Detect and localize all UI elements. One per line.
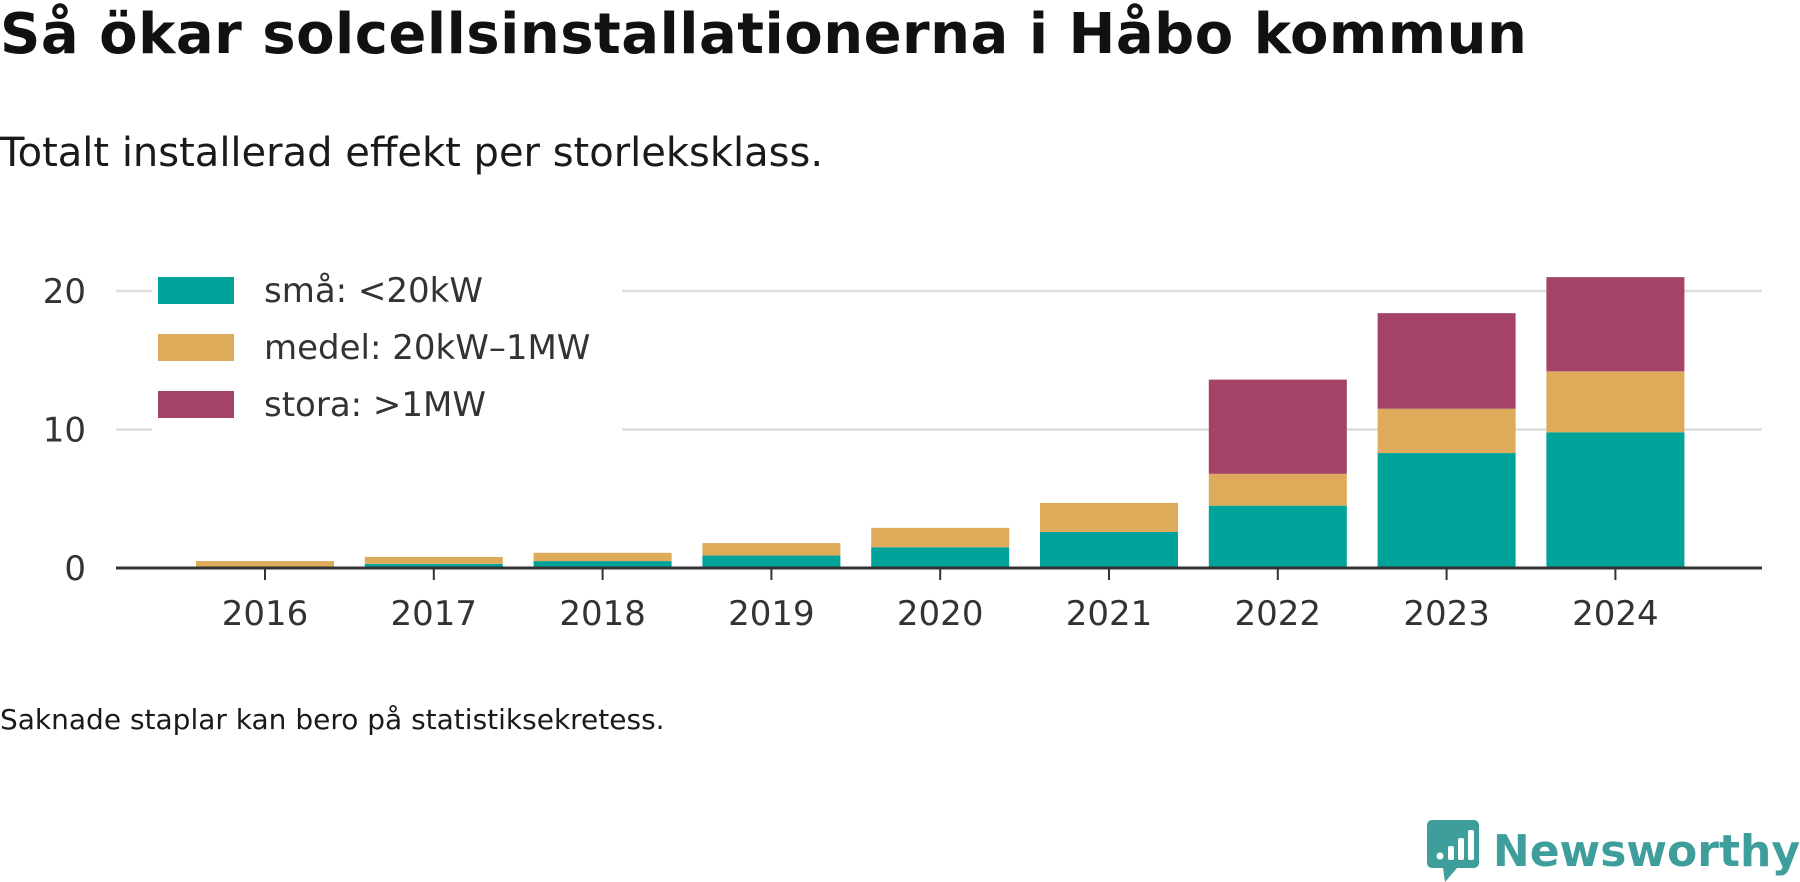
bar-segment <box>533 561 672 568</box>
legend-swatch <box>158 391 234 418</box>
bar-segment <box>1208 473 1347 506</box>
x-tick-label: 2020 <box>897 594 984 634</box>
brand-logo: Newsworthy <box>1426 820 1800 882</box>
x-tick-label: 2023 <box>1403 594 1490 634</box>
bar-segment <box>1546 277 1685 372</box>
bar-segment <box>1377 313 1516 409</box>
bar-segment <box>1377 408 1516 454</box>
x-tick-label: 2024 <box>1572 594 1659 634</box>
x-tick-label: 2018 <box>559 594 646 634</box>
bar-segment <box>1040 531 1178 568</box>
y-tick-label: 20 <box>43 272 86 312</box>
x-tick-label: 2021 <box>1066 594 1153 634</box>
footnote: Saknade staplar kan bero på statistiksek… <box>0 703 665 736</box>
legend-label: små: <20kW <box>264 271 483 311</box>
bar-segment <box>702 555 841 568</box>
bar-segment <box>702 543 841 556</box>
y-tick-label: 10 <box>43 411 86 451</box>
bar-segment <box>1208 379 1347 474</box>
x-tick-label: 2019 <box>728 594 815 634</box>
legend-swatch <box>158 277 234 304</box>
legend-label: stora: >1MW <box>264 385 486 425</box>
stacked-bar-chart: 2016 2017 2018 2019 2020 2021 2022 2023 2024 0 10… <box>42 264 1762 634</box>
legend-swatch <box>158 334 234 361</box>
y-tick-label: 0 <box>64 549 86 589</box>
bar-segment <box>533 552 672 562</box>
bars <box>196 277 1685 568</box>
x-tick-label: 2022 <box>1235 594 1322 634</box>
newsworthy-logo-icon <box>1426 820 1479 882</box>
y-axis: 0 10 20 <box>43 272 86 589</box>
bar-segment <box>196 561 334 567</box>
bar-segment <box>871 547 1010 568</box>
x-tick-label: 2017 <box>391 594 478 634</box>
bar-segment <box>1377 453 1516 568</box>
legend: små: <20kW medel: 20kW–1MW stora: >1MW <box>152 264 622 434</box>
bar-segment <box>871 527 1010 548</box>
chart-title: Så ökar solcellsinstallationerna i Håbo … <box>0 2 1528 67</box>
bar-segment <box>1546 371 1685 433</box>
x-axis: 2016 2017 2018 2019 2020 2021 2022 2023 2024 <box>116 566 1762 634</box>
chart-subtitle: Totalt installerad effekt per storlekskl… <box>0 130 824 176</box>
x-tick-label: 2016 <box>222 594 309 634</box>
bar-segment <box>1546 432 1685 568</box>
bar-segment <box>1208 505 1347 568</box>
legend-label: medel: 20kW–1MW <box>264 328 590 368</box>
bar-segment <box>1040 502 1178 532</box>
bar-segment <box>364 556 503 564</box>
bar-segment <box>364 563 503 568</box>
brand-name: Newsworthy <box>1492 825 1800 877</box>
